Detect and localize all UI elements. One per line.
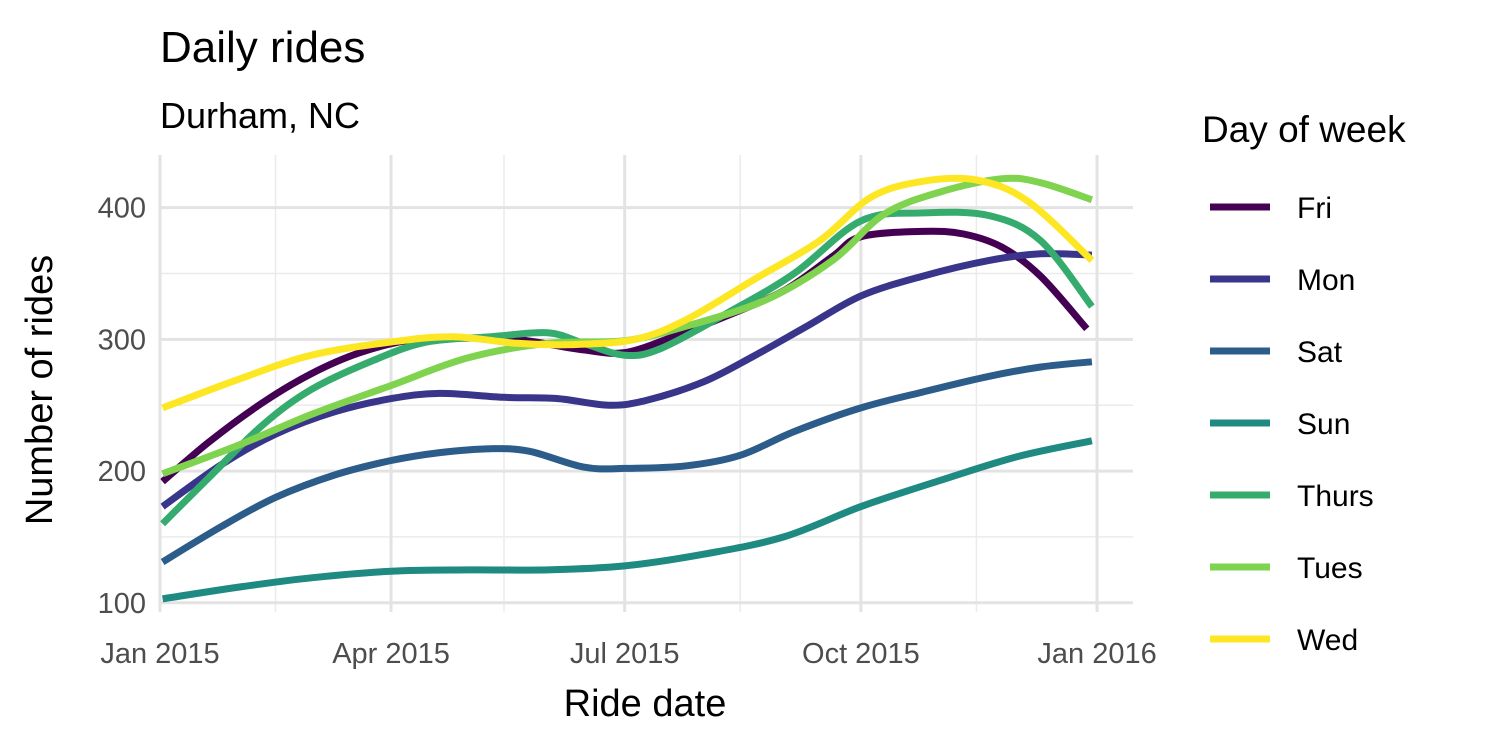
series-line-mon (160, 250, 1093, 510)
y-tick-label: 300 (98, 324, 146, 356)
legend-items: Fri Mon Sat Sun Thurs Tues Wed (1210, 192, 1374, 657)
legend-item-sat: Sat (1210, 336, 1343, 369)
x-axis-title: Ride date (564, 683, 727, 725)
series-line-sun (162, 437, 1093, 603)
chart-title: Daily rides (160, 23, 365, 72)
legend-label-sun: Sun (1297, 408, 1350, 441)
x-tick-label: Oct 2015 (802, 638, 920, 670)
legend: Day of week Fri Mon Sat Sun Thurs Tues Wed (1202, 109, 1406, 657)
x-tick-label: Jan 2015 (100, 638, 219, 670)
legend-label-tues: Tues (1297, 552, 1363, 585)
legend-title: Day of week (1202, 109, 1406, 150)
series-line-tues (161, 174, 1094, 477)
x-tick-label: Jul 2015 (570, 638, 680, 670)
x-tick-labels: Jan 2015 Apr 2015 Jul 2015 Oct 2015 Jan 2016 (100, 638, 1156, 670)
legend-label-thurs: Thurs (1297, 480, 1374, 513)
series-line-thurs (160, 208, 1095, 527)
legend-item-mon: Mon (1210, 264, 1355, 297)
legend-label-fri: Fri (1297, 192, 1332, 225)
legend-item-wed: Wed (1210, 624, 1358, 657)
y-tick-label: 400 (98, 193, 146, 225)
legend-label-sat: Sat (1297, 336, 1343, 369)
series-line-wed (161, 174, 1095, 412)
legend-item-thurs: Thurs (1210, 480, 1374, 513)
legend-label-wed: Wed (1297, 624, 1358, 657)
legend-item-tues: Tues (1210, 552, 1363, 585)
series-lines (160, 174, 1095, 603)
y-tick-label: 200 (98, 456, 146, 488)
grid-minor (160, 155, 1133, 612)
y-tick-label: 100 (98, 588, 146, 620)
grid-major (158, 155, 1133, 612)
legend-item-sun: Sun (1210, 408, 1350, 441)
series-line-fri (160, 227, 1090, 485)
legend-item-fri: Fri (1210, 192, 1332, 225)
chart-subtitle: Durham, NC (160, 95, 360, 136)
series-line-sat (160, 358, 1093, 565)
y-tick-labels: 100 200 300 400 (98, 193, 146, 620)
legend-label-mon: Mon (1297, 264, 1355, 297)
x-tick-label: Apr 2015 (332, 638, 450, 670)
y-axis-title: Number of rides (19, 255, 61, 525)
x-tick-label: Jan 2016 (1037, 638, 1156, 670)
